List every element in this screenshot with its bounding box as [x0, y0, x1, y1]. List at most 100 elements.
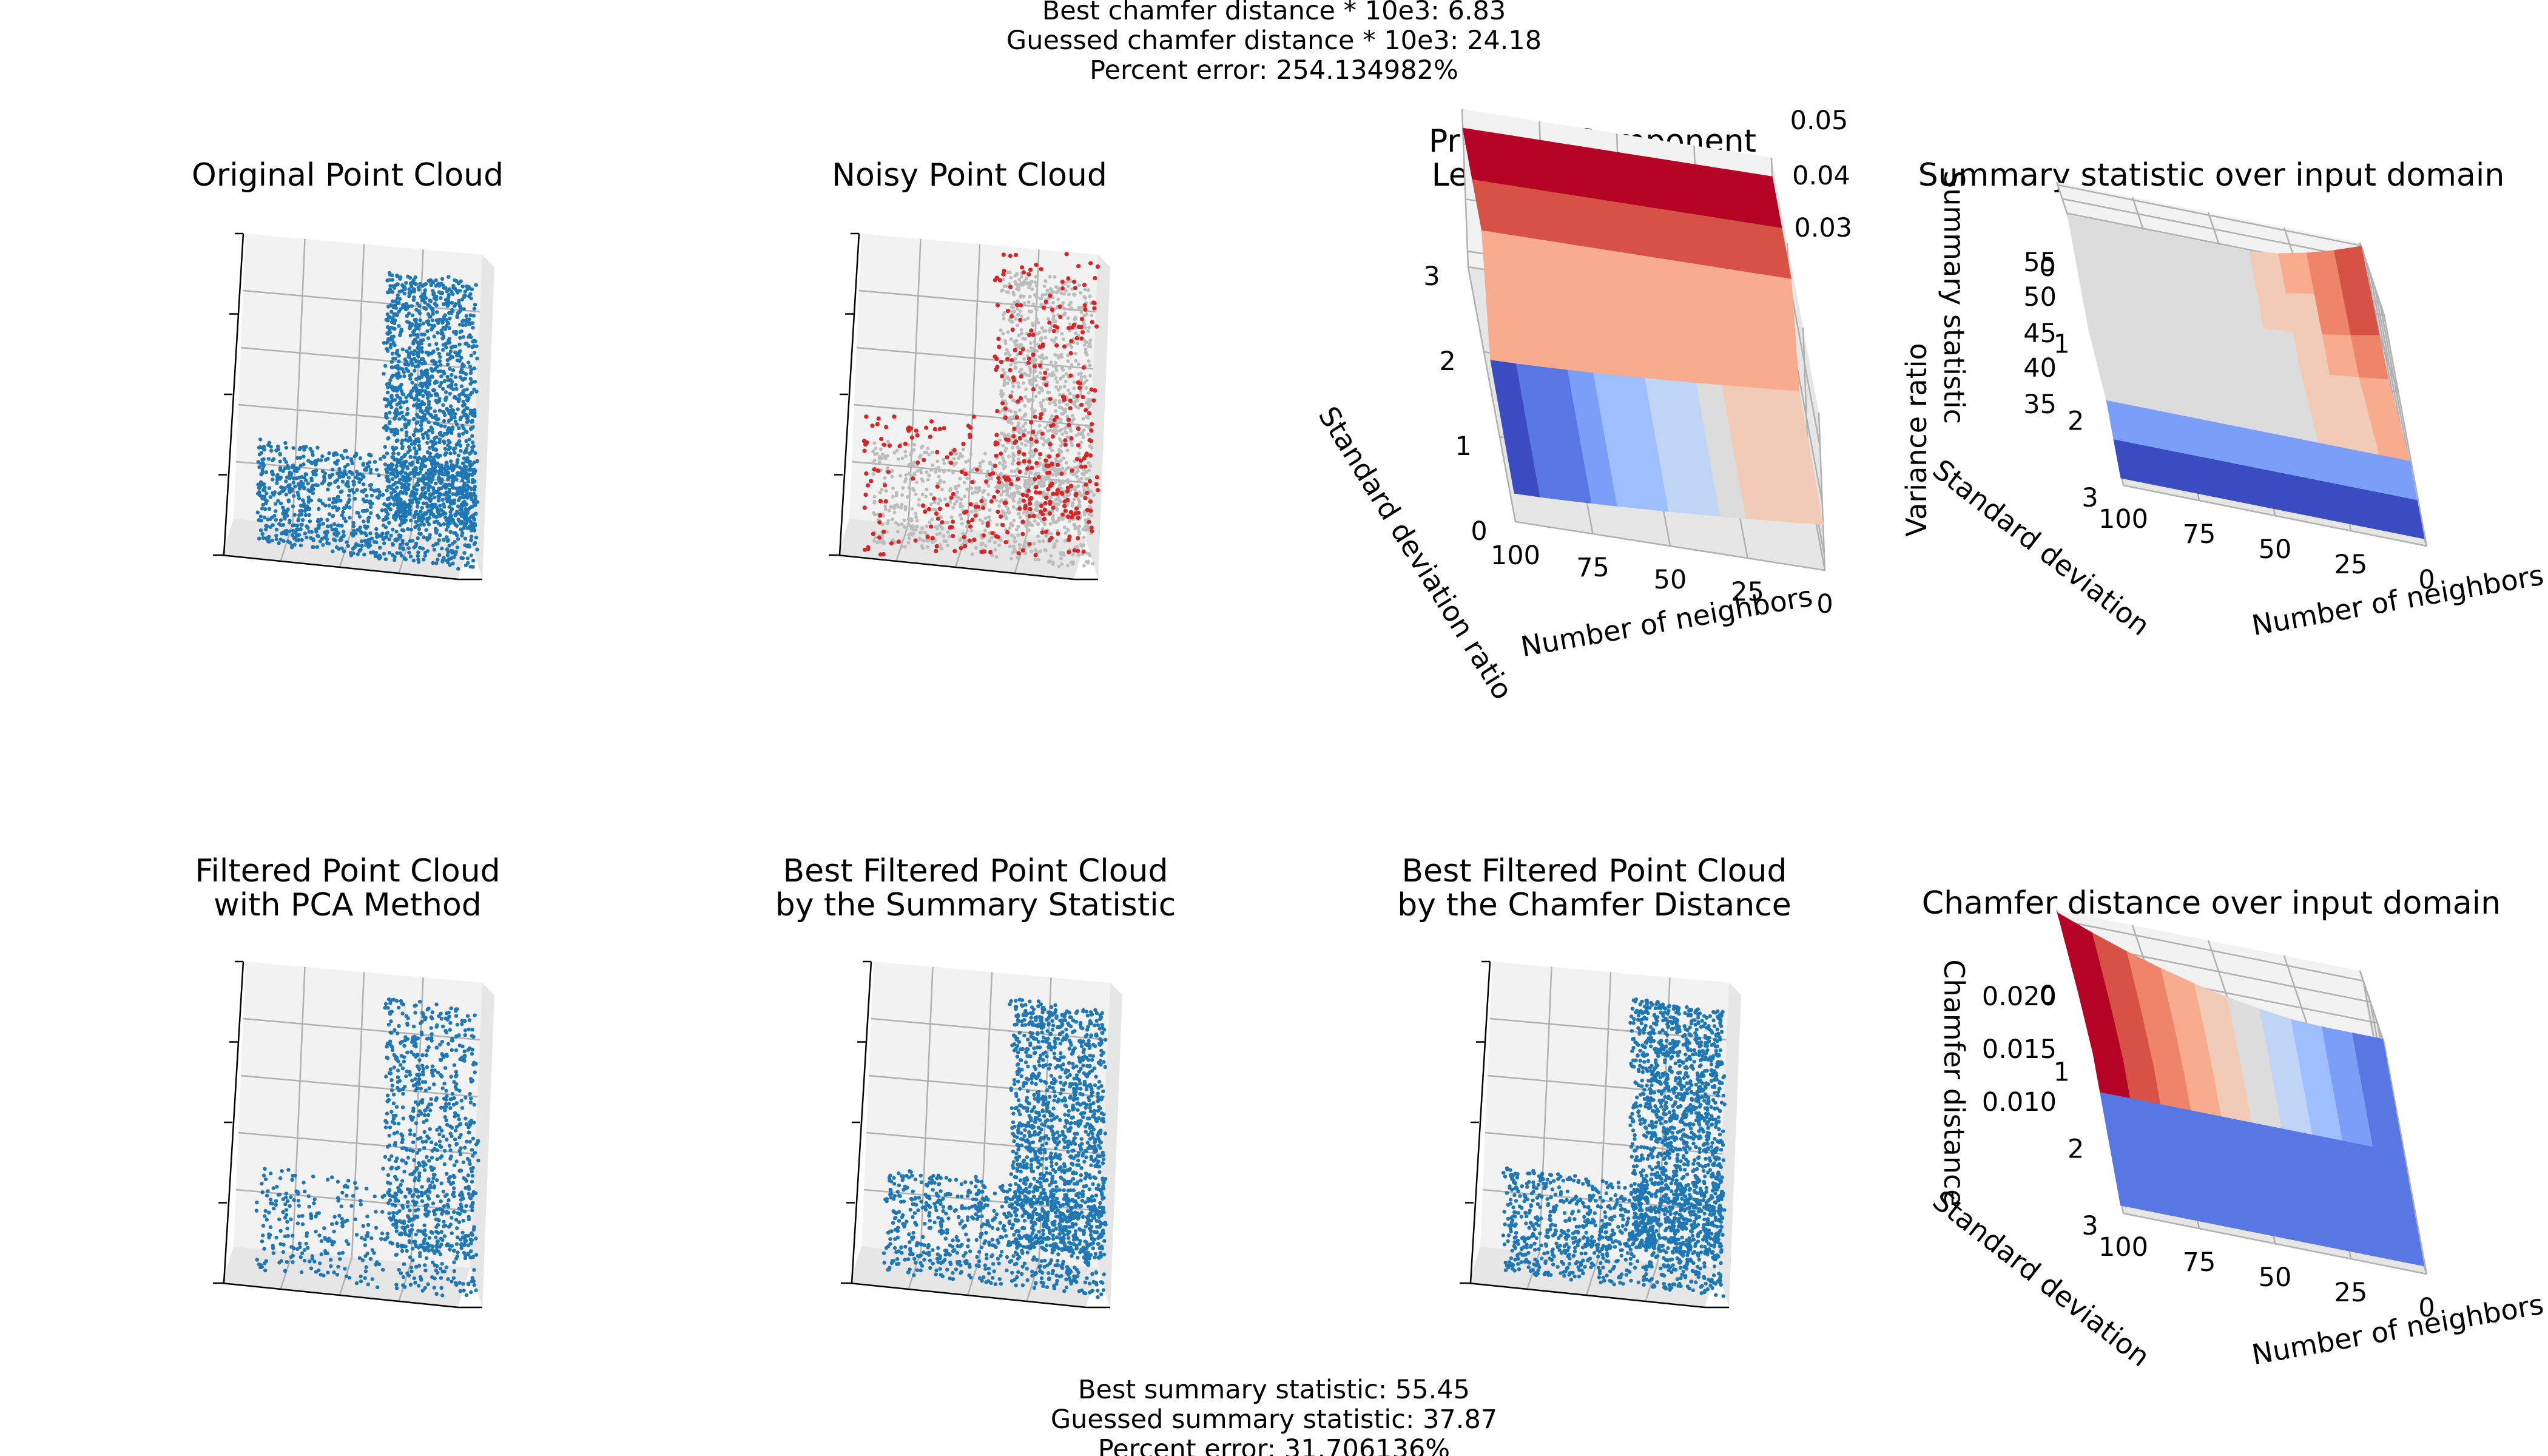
noise-point	[1042, 507, 1047, 513]
noise-point	[964, 509, 969, 514]
point	[419, 346, 423, 350]
point	[437, 437, 442, 442]
noise-point	[1074, 335, 1079, 341]
point	[1072, 497, 1076, 502]
point	[914, 511, 918, 516]
point	[317, 1233, 322, 1238]
point	[308, 519, 312, 524]
point	[1017, 408, 1022, 413]
point	[435, 310, 439, 314]
point	[907, 462, 911, 467]
point	[385, 1232, 389, 1236]
point	[423, 1088, 428, 1093]
point	[352, 482, 356, 487]
point	[886, 466, 890, 470]
axes-edge	[221, 554, 482, 581]
noise-point	[1056, 462, 1060, 467]
noise-point	[934, 544, 939, 549]
point	[391, 356, 396, 361]
point	[409, 372, 413, 377]
noise-point	[1031, 332, 1036, 337]
point	[918, 537, 922, 541]
noise-point	[1076, 380, 1080, 385]
point	[261, 536, 265, 540]
point	[278, 451, 282, 456]
point	[288, 486, 292, 490]
point	[427, 343, 432, 347]
point	[413, 512, 418, 517]
point	[439, 374, 443, 379]
point	[920, 493, 925, 497]
point	[365, 494, 369, 498]
point	[278, 468, 283, 472]
point	[1088, 345, 1093, 349]
point	[1017, 343, 1021, 348]
point	[411, 1140, 416, 1145]
point	[1084, 326, 1088, 329]
point	[1039, 479, 1043, 484]
noise-point	[1084, 408, 1088, 413]
point	[327, 451, 331, 456]
noise-point	[1083, 464, 1088, 469]
point	[304, 478, 308, 483]
point	[325, 524, 330, 528]
point	[331, 505, 335, 510]
noise-point	[1090, 320, 1094, 325]
point	[1068, 343, 1072, 347]
point	[475, 547, 479, 551]
point	[426, 1113, 431, 1117]
point	[275, 1184, 279, 1189]
point	[390, 365, 394, 369]
point	[465, 342, 469, 346]
point	[405, 362, 409, 366]
point	[372, 460, 377, 464]
point	[472, 306, 477, 311]
point	[320, 536, 325, 541]
noise-point	[966, 519, 971, 525]
subplot-grid: Original Point Cloud Noisy Point CloudFil…	[192, 106, 2546, 1373]
point	[340, 479, 345, 484]
noise-point	[996, 476, 1001, 480]
point	[1040, 388, 1045, 393]
point	[470, 1279, 474, 1284]
point	[1033, 409, 1037, 413]
point	[1059, 551, 1063, 555]
point	[463, 1033, 467, 1037]
point	[403, 488, 408, 492]
point	[442, 505, 447, 509]
point	[447, 419, 451, 423]
point	[414, 359, 418, 363]
point	[409, 518, 413, 522]
point	[1026, 300, 1031, 305]
point	[347, 497, 352, 502]
point	[311, 545, 315, 549]
point	[881, 453, 885, 456]
point	[472, 460, 476, 465]
point	[1067, 466, 1070, 470]
noise-point	[1060, 279, 1065, 285]
point	[349, 458, 354, 463]
point	[390, 290, 395, 294]
noise-point	[1072, 279, 1077, 284]
point	[1067, 478, 1070, 482]
point	[900, 456, 905, 460]
point	[262, 1247, 266, 1251]
noise-point	[1009, 314, 1014, 319]
point	[455, 315, 459, 319]
noise-point	[1039, 412, 1043, 417]
point	[422, 332, 426, 337]
point	[471, 480, 475, 485]
noise-point	[1089, 387, 1094, 392]
noise-point	[1040, 512, 1045, 517]
noise-point	[878, 513, 883, 518]
noise-point	[981, 533, 986, 538]
noise-point	[999, 451, 1003, 456]
point	[281, 539, 286, 544]
point-cloud	[255, 271, 480, 571]
axes-edge	[223, 233, 244, 556]
point	[1006, 330, 1010, 334]
point	[452, 531, 456, 535]
point	[394, 446, 399, 450]
point	[416, 472, 420, 476]
point	[417, 375, 421, 380]
